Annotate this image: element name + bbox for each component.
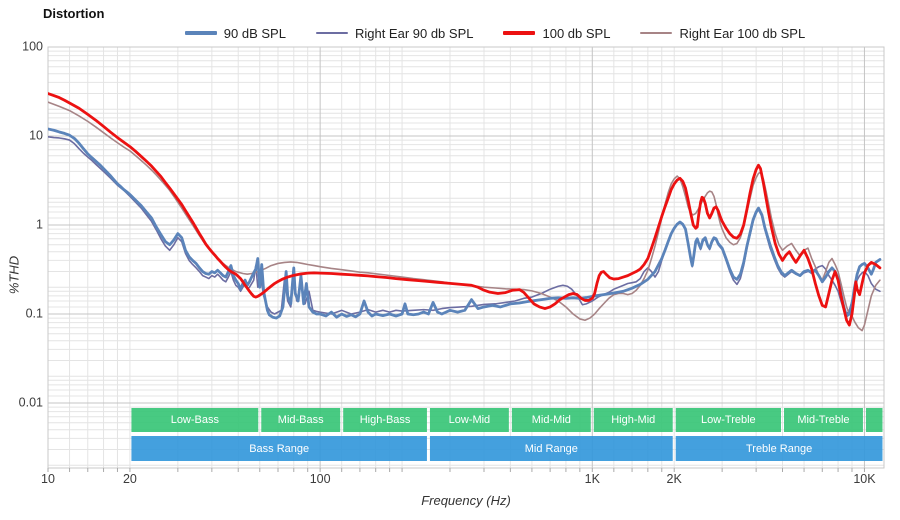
legend-swatch xyxy=(640,32,673,34)
y-tick-label: 0.1 xyxy=(25,306,43,321)
legend-item-100-db-spl[interactable]: 100 db SPL xyxy=(503,26,610,41)
x-tick-label: 10 xyxy=(41,472,55,486)
x-tick-label: 10K xyxy=(853,472,876,486)
legend-swatch xyxy=(503,31,536,35)
legend-swatch xyxy=(315,32,348,34)
legend-swatch xyxy=(184,31,217,35)
legend-label: Right Ear 90 db SPL xyxy=(354,25,474,41)
x-tick-label: 2K xyxy=(666,472,682,486)
legend-label: Right Ear 100 db SPL xyxy=(679,25,806,41)
legend-item-90-db-spl[interactable]: 90 dB SPL xyxy=(184,25,286,41)
x-axis-title: Frequency (Hz) xyxy=(421,493,511,508)
legend-label: 90 dB SPL xyxy=(223,25,286,41)
x-tick-label: 20 xyxy=(122,472,137,486)
legend: 90 dB SPL Right Ear 90 db SPL 100 db SPL Ri… xyxy=(90,24,900,42)
y-axis-title: %THD xyxy=(6,255,22,295)
legend-item-right-ear-100-db-spl[interactable]: Right Ear 100 db SPL xyxy=(640,26,805,41)
x-tick-label: 100 xyxy=(309,472,331,486)
legend-item-right-ear-90-db-spl[interactable]: Right Ear 90 db SPL xyxy=(315,25,474,41)
page-title: Distortion xyxy=(43,6,105,21)
y-tick-label: 1 xyxy=(36,217,43,232)
y-tick-label: 10 xyxy=(29,128,43,143)
y-tick-label: 100 xyxy=(22,39,43,54)
y-tick-label: 0.01 xyxy=(18,395,43,410)
x-tick-label: 1K xyxy=(584,472,600,486)
legend-label: 100 db SPL xyxy=(542,25,611,41)
